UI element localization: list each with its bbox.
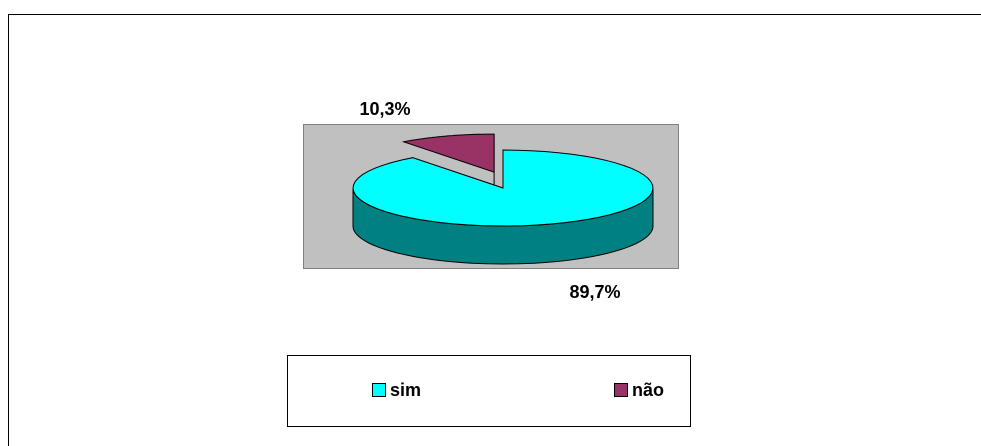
- data-label: 89,7%: [569, 282, 620, 302]
- legend-swatch: [614, 383, 628, 397]
- legend-box: [287, 355, 691, 427]
- legend-swatch: [372, 383, 386, 397]
- slice: [401, 133, 495, 173]
- slice: [352, 149, 654, 227]
- legend-label: sim: [390, 380, 421, 400]
- data-label: 10,3%: [359, 99, 410, 119]
- legend-label: não: [632, 380, 664, 400]
